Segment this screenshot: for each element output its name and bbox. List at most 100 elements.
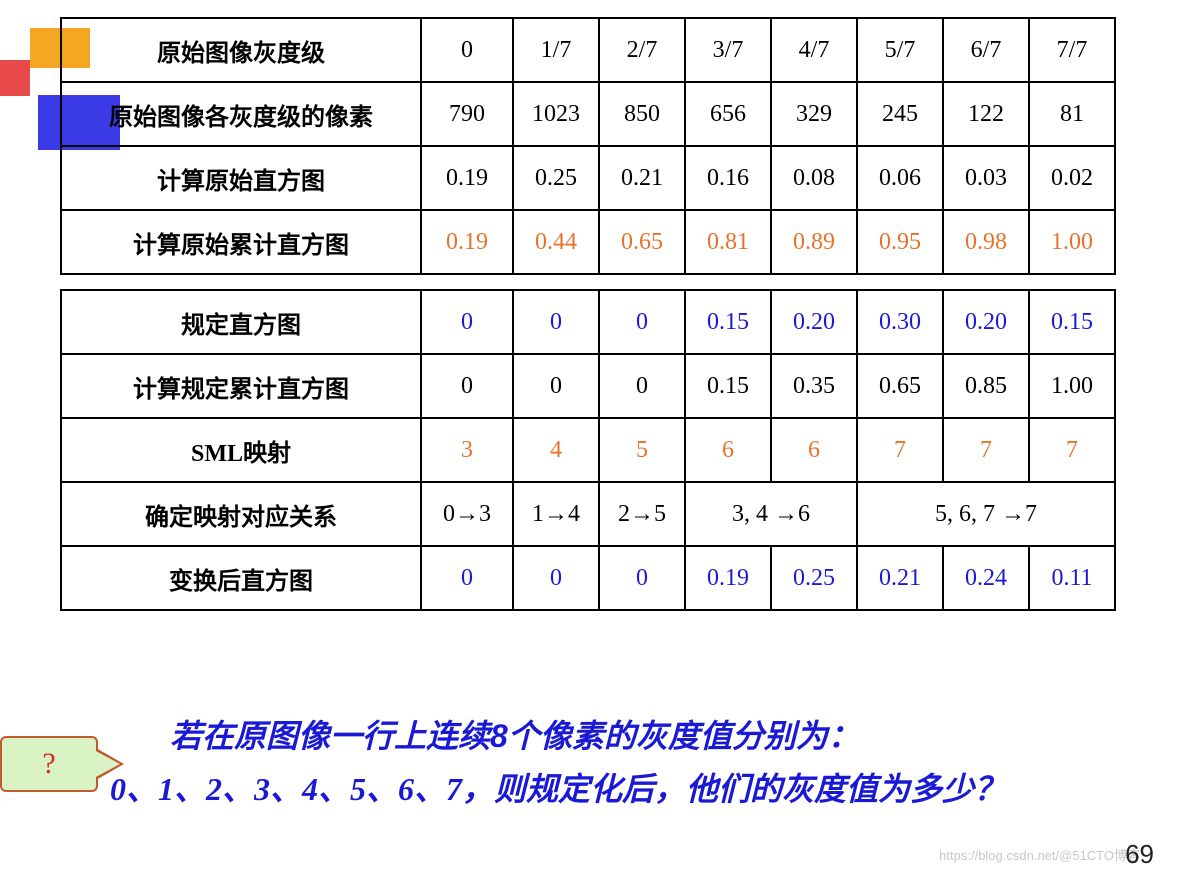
q-line1-a: 若在原图像一行上连续 bbox=[170, 718, 490, 754]
watermark-text: https://blog.csdn.net/@51CTO博客 bbox=[939, 845, 1140, 864]
histogram-table: 原始图像灰度级01/72/73/74/75/76/77/7原始图像各灰度级的像素… bbox=[60, 17, 1116, 611]
table-row: 计算原始累计直方图0.190.440.650.810.890.950.981.0… bbox=[61, 210, 1115, 274]
row-label: 计算原始累计直方图 bbox=[61, 210, 421, 274]
table-cell: 7/7 bbox=[1029, 18, 1115, 82]
table-row: 规定直方图0000.150.200.300.200.15 bbox=[61, 290, 1115, 354]
table-cell: 0.89 bbox=[771, 210, 857, 274]
table-cell: 0.15 bbox=[685, 354, 771, 418]
table-cell: 0.21 bbox=[857, 546, 943, 610]
table-cell: 3 bbox=[421, 418, 513, 482]
table-cell: 0.20 bbox=[771, 290, 857, 354]
row-label: 原始图像各灰度级的像素 bbox=[61, 82, 421, 146]
histogram-table-wrap: 原始图像灰度级01/72/73/74/75/76/77/7原始图像各灰度级的像素… bbox=[60, 17, 1116, 611]
table-row: 确定映射对应关系0→31→42→53, 4 →65, 6, 7 →7 bbox=[61, 482, 1115, 546]
table-row: 原始图像各灰度级的像素790102385065632924512281 bbox=[61, 82, 1115, 146]
table-row: 原始图像灰度级01/72/73/74/75/76/77/7 bbox=[61, 18, 1115, 82]
table-cell: 0.98 bbox=[943, 210, 1029, 274]
table-cell: 0.16 bbox=[685, 146, 771, 210]
spacer-row bbox=[61, 274, 1115, 290]
table-cell: 0.11 bbox=[1029, 546, 1115, 610]
table-cell: 0.95 bbox=[857, 210, 943, 274]
table-cell: 850 bbox=[599, 82, 685, 146]
table-cell: 0.19 bbox=[421, 210, 513, 274]
row-label: 计算规定累计直方图 bbox=[61, 354, 421, 418]
table-cell: 0 bbox=[421, 290, 513, 354]
table-cell: 0.65 bbox=[857, 354, 943, 418]
table-cell: 5, 6, 7 →7 bbox=[857, 482, 1115, 546]
table-cell: 0 bbox=[599, 354, 685, 418]
table-cell: 2→5 bbox=[599, 482, 685, 546]
table-cell: 0.20 bbox=[943, 290, 1029, 354]
row-label: 原始图像灰度级 bbox=[61, 18, 421, 82]
decor-red-block bbox=[0, 60, 30, 96]
table-cell: 656 bbox=[685, 82, 771, 146]
table-cell: 0.02 bbox=[1029, 146, 1115, 210]
table-row: 计算原始直方图0.190.250.210.160.080.060.030.02 bbox=[61, 146, 1115, 210]
table-cell: 0.15 bbox=[685, 290, 771, 354]
table-cell: 1.00 bbox=[1029, 210, 1115, 274]
table-cell: 1/7 bbox=[513, 18, 599, 82]
slide-number: 69 bbox=[1125, 839, 1154, 870]
table-row: SML映射34566777 bbox=[61, 418, 1115, 482]
table-cell: 0.65 bbox=[599, 210, 685, 274]
table-cell: 0 bbox=[421, 354, 513, 418]
table-cell: 0.81 bbox=[685, 210, 771, 274]
table-cell: 0 bbox=[421, 546, 513, 610]
table-cell: 0→3 bbox=[421, 482, 513, 546]
table-cell: 1023 bbox=[513, 82, 599, 146]
row-label: 变换后直方图 bbox=[61, 546, 421, 610]
table-cell: 3/7 bbox=[685, 18, 771, 82]
table-cell: 0.25 bbox=[771, 546, 857, 610]
table-cell: 5 bbox=[599, 418, 685, 482]
table-cell: 4/7 bbox=[771, 18, 857, 82]
table-cell: 6 bbox=[685, 418, 771, 482]
table-cell: 7 bbox=[1029, 418, 1115, 482]
table-cell: 0.30 bbox=[857, 290, 943, 354]
table-cell: 81 bbox=[1029, 82, 1115, 146]
q-line2: 0、1、2、3、4、5、6、7，则规定化后，他们的灰度值为多少？ bbox=[110, 771, 1006, 807]
table-cell: 0 bbox=[599, 546, 685, 610]
callout-tail bbox=[94, 750, 120, 778]
q-line1-b: 8 bbox=[490, 718, 508, 754]
table-cell: 0 bbox=[513, 290, 599, 354]
table-cell: 0.03 bbox=[943, 146, 1029, 210]
table-cell: 0.25 bbox=[513, 146, 599, 210]
row-label: SML映射 bbox=[61, 418, 421, 482]
table-cell: 6/7 bbox=[943, 18, 1029, 82]
table-cell: 1→4 bbox=[513, 482, 599, 546]
table-cell: 0.85 bbox=[943, 354, 1029, 418]
question-text: 若在原图像一行上连续8个像素的灰度值分别为： 0、1、2、3、4、5、6、7，则… bbox=[110, 710, 1140, 816]
table-cell: 0.24 bbox=[943, 546, 1029, 610]
question-mark-callout: ? bbox=[0, 736, 98, 792]
table-cell: 122 bbox=[943, 82, 1029, 146]
table-cell: 3, 4 →6 bbox=[685, 482, 857, 546]
table-cell: 5/7 bbox=[857, 18, 943, 82]
table-cell: 0 bbox=[513, 354, 599, 418]
table-cell: 0.15 bbox=[1029, 290, 1115, 354]
row-label: 确定映射对应关系 bbox=[61, 482, 421, 546]
table-cell: 329 bbox=[771, 82, 857, 146]
table-cell: 1.00 bbox=[1029, 354, 1115, 418]
table-cell: 0 bbox=[421, 18, 513, 82]
table-cell: 0 bbox=[599, 290, 685, 354]
table-cell: 0.19 bbox=[421, 146, 513, 210]
table-cell: 245 bbox=[857, 82, 943, 146]
table-cell: 7 bbox=[943, 418, 1029, 482]
table-cell: 0.06 bbox=[857, 146, 943, 210]
q-line1-c: 个像素的灰度值分别为： bbox=[508, 718, 860, 754]
table-cell: 7 bbox=[857, 418, 943, 482]
table-cell: 790 bbox=[421, 82, 513, 146]
table-cell: 0.08 bbox=[771, 146, 857, 210]
table-cell: 0.35 bbox=[771, 354, 857, 418]
row-label: 计算原始直方图 bbox=[61, 146, 421, 210]
table-cell: 0.21 bbox=[599, 146, 685, 210]
row-label: 规定直方图 bbox=[61, 290, 421, 354]
table-cell: 0.19 bbox=[685, 546, 771, 610]
table-row: 计算规定累计直方图0000.150.350.650.851.00 bbox=[61, 354, 1115, 418]
table-cell: 0.44 bbox=[513, 210, 599, 274]
table-cell: 2/7 bbox=[599, 18, 685, 82]
table-cell: 6 bbox=[771, 418, 857, 482]
table-cell: 0 bbox=[513, 546, 599, 610]
table-row: 变换后直方图0000.190.250.210.240.11 bbox=[61, 546, 1115, 610]
table-cell: 4 bbox=[513, 418, 599, 482]
